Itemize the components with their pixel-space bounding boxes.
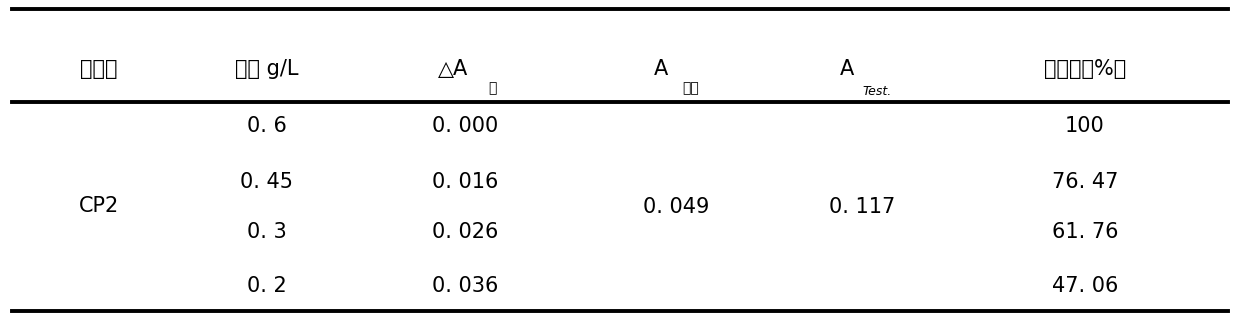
- Text: 76. 47: 76. 47: [1052, 172, 1118, 192]
- Text: 0. 2: 0. 2: [247, 276, 286, 296]
- Text: 样品名: 样品名: [81, 59, 118, 79]
- Text: 样: 样: [489, 81, 496, 95]
- Text: 0. 036: 0. 036: [432, 276, 498, 296]
- Text: 0. 016: 0. 016: [432, 172, 498, 192]
- Text: A: A: [653, 59, 668, 79]
- Text: A: A: [839, 59, 854, 79]
- Text: 空白: 空白: [682, 81, 699, 95]
- Text: 61. 76: 61. 76: [1052, 222, 1118, 242]
- Text: 0. 45: 0. 45: [241, 172, 293, 192]
- Text: 抑制率（%）: 抑制率（%）: [1044, 59, 1126, 79]
- Text: 0. 3: 0. 3: [247, 222, 286, 242]
- Text: 0. 117: 0. 117: [828, 197, 895, 217]
- Text: 47. 06: 47. 06: [1052, 276, 1118, 296]
- Text: Test.: Test.: [862, 84, 892, 98]
- Text: 浓度 g/L: 浓度 g/L: [234, 59, 299, 79]
- Text: 0. 000: 0. 000: [432, 116, 498, 136]
- Text: 0. 049: 0. 049: [642, 197, 709, 217]
- Text: 0. 026: 0. 026: [432, 222, 498, 242]
- Text: △A: △A: [438, 59, 467, 79]
- Text: 100: 100: [1065, 116, 1105, 136]
- Text: 0. 6: 0. 6: [247, 116, 286, 136]
- Text: CP2: CP2: [79, 196, 119, 216]
